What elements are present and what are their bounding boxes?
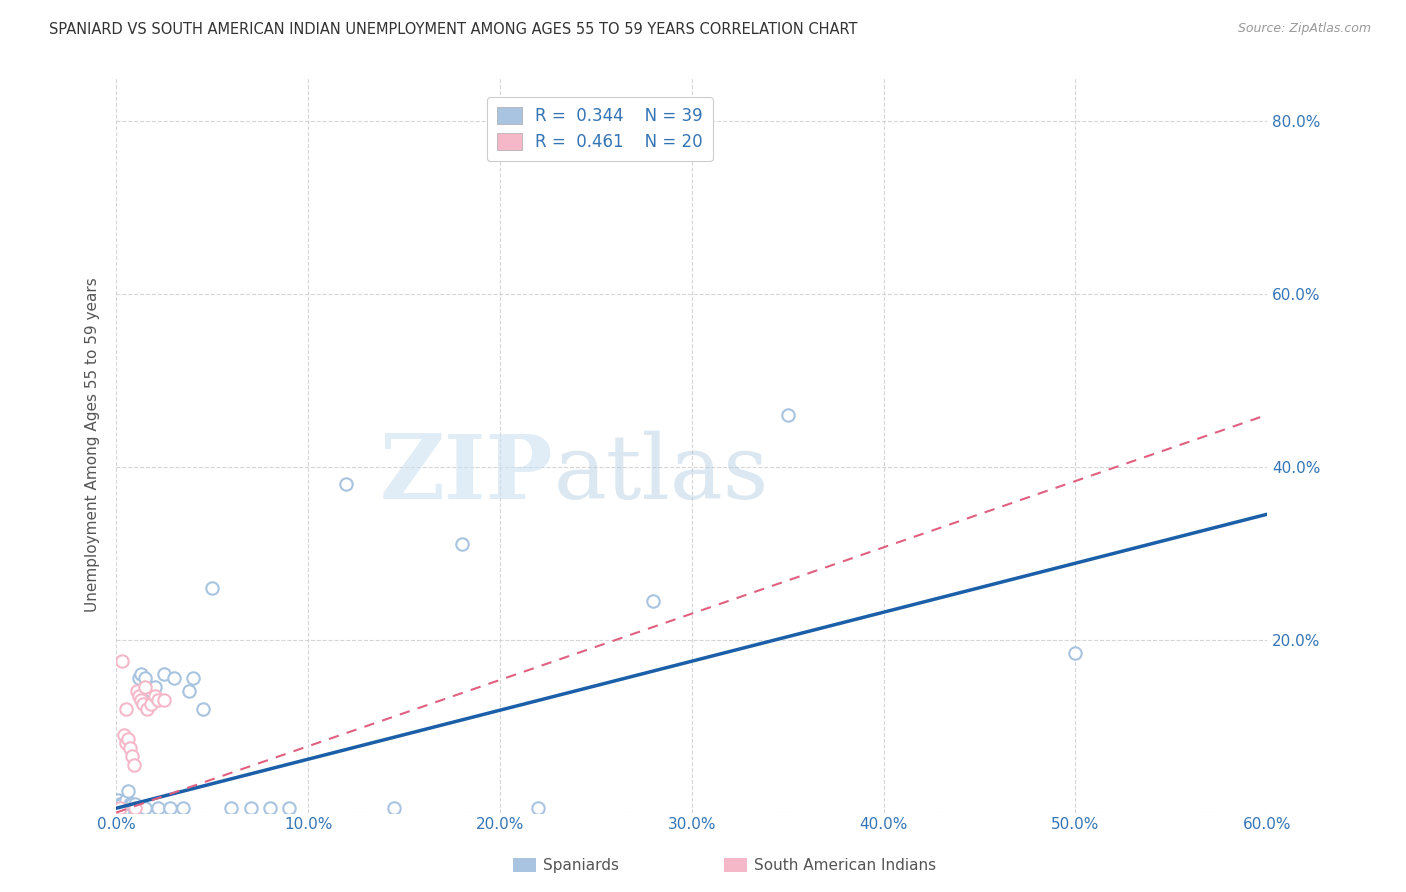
Point — [127, 684, 149, 698]
Text: Source: ZipAtlas.com: Source: ZipAtlas.com — [1237, 22, 1371, 36]
Point — [112, 801, 135, 815]
Point — [121, 749, 143, 764]
Point — [118, 797, 141, 811]
Point — [201, 581, 224, 595]
Point — [107, 792, 129, 806]
Point — [115, 801, 138, 815]
Point — [115, 792, 138, 806]
Point — [134, 672, 156, 686]
Point — [118, 740, 141, 755]
Point — [129, 693, 152, 707]
Point — [134, 801, 156, 815]
Text: Spaniards: Spaniards — [543, 858, 619, 872]
Point — [115, 702, 138, 716]
Point — [139, 698, 162, 712]
Point — [122, 801, 145, 815]
Point — [1064, 646, 1087, 660]
Point — [172, 801, 194, 815]
Point — [259, 801, 281, 815]
Point — [527, 801, 550, 815]
Point — [115, 736, 138, 750]
Point — [450, 537, 472, 551]
Point — [148, 801, 170, 815]
Point — [132, 698, 155, 712]
Point — [108, 797, 131, 811]
Point — [179, 684, 201, 698]
Point — [122, 758, 145, 772]
Point — [181, 672, 204, 686]
Point — [108, 801, 131, 815]
Point — [111, 654, 134, 668]
Legend: R =  0.344    N = 39, R =  0.461    N = 20: R = 0.344 N = 39, R = 0.461 N = 20 — [486, 97, 713, 161]
Point — [124, 801, 146, 815]
Point — [153, 693, 176, 707]
Point — [136, 702, 159, 716]
Text: atlas: atlas — [554, 431, 769, 518]
Point — [643, 593, 665, 607]
Point — [776, 408, 799, 422]
Point — [128, 689, 150, 703]
Point — [239, 801, 262, 815]
Point — [143, 680, 166, 694]
Point — [111, 797, 134, 811]
Point — [121, 797, 143, 811]
Point — [124, 797, 146, 811]
Point — [112, 728, 135, 742]
Y-axis label: Unemployment Among Ages 55 to 59 years: Unemployment Among Ages 55 to 59 years — [86, 277, 100, 613]
Point — [128, 672, 150, 686]
Point — [129, 667, 152, 681]
Point — [117, 784, 139, 798]
Point — [139, 684, 162, 698]
Point — [163, 672, 186, 686]
Point — [277, 801, 299, 815]
Point — [134, 680, 156, 694]
Text: ZIP: ZIP — [380, 431, 554, 518]
Text: South American Indians: South American Indians — [754, 858, 936, 872]
Point — [153, 667, 176, 681]
Point — [384, 801, 406, 815]
Point — [191, 702, 214, 716]
Point — [117, 732, 139, 747]
Point — [148, 693, 170, 707]
Point — [335, 476, 357, 491]
Point — [221, 801, 243, 815]
Point — [124, 801, 146, 815]
Point — [143, 689, 166, 703]
Point — [159, 801, 181, 815]
Point — [111, 801, 134, 815]
Text: SPANIARD VS SOUTH AMERICAN INDIAN UNEMPLOYMENT AMONG AGES 55 TO 59 YEARS CORRELA: SPANIARD VS SOUTH AMERICAN INDIAN UNEMPL… — [49, 22, 858, 37]
